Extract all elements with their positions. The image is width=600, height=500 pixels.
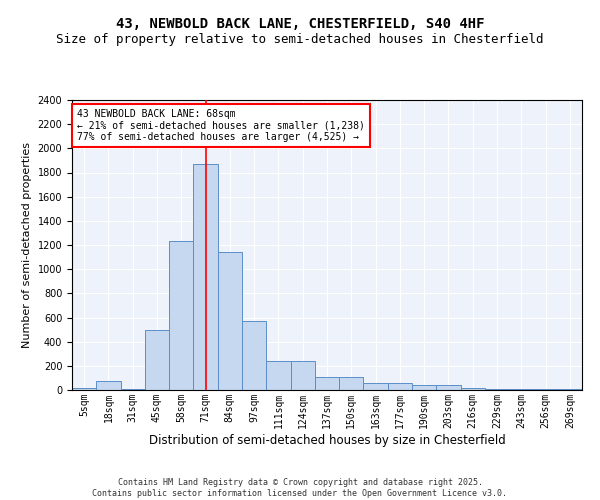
- Bar: [339, 376, 364, 390]
- Bar: [96, 381, 121, 390]
- X-axis label: Distribution of semi-detached houses by size in Chesterfield: Distribution of semi-detached houses by …: [149, 434, 505, 446]
- Bar: [533, 389, 558, 390]
- Bar: [412, 385, 436, 390]
- Bar: [242, 320, 266, 390]
- Bar: [121, 389, 145, 390]
- Y-axis label: Number of semi-detached properties: Number of semi-detached properties: [22, 142, 32, 348]
- Bar: [266, 361, 290, 390]
- Bar: [290, 361, 315, 390]
- Bar: [485, 389, 509, 390]
- Bar: [145, 330, 169, 390]
- Bar: [461, 388, 485, 390]
- Text: Size of property relative to semi-detached houses in Chesterfield: Size of property relative to semi-detach…: [56, 32, 544, 46]
- Bar: [315, 376, 339, 390]
- Text: 43 NEWBOLD BACK LANE: 68sqm
← 21% of semi-detached houses are smaller (1,238)
77: 43 NEWBOLD BACK LANE: 68sqm ← 21% of sem…: [77, 108, 365, 142]
- Bar: [218, 252, 242, 390]
- Bar: [169, 242, 193, 390]
- Bar: [388, 383, 412, 390]
- Bar: [509, 389, 533, 390]
- Text: Contains HM Land Registry data © Crown copyright and database right 2025.
Contai: Contains HM Land Registry data © Crown c…: [92, 478, 508, 498]
- Bar: [72, 388, 96, 390]
- Bar: [436, 385, 461, 390]
- Bar: [193, 164, 218, 390]
- Bar: [364, 383, 388, 390]
- Text: 43, NEWBOLD BACK LANE, CHESTERFIELD, S40 4HF: 43, NEWBOLD BACK LANE, CHESTERFIELD, S40…: [116, 18, 484, 32]
